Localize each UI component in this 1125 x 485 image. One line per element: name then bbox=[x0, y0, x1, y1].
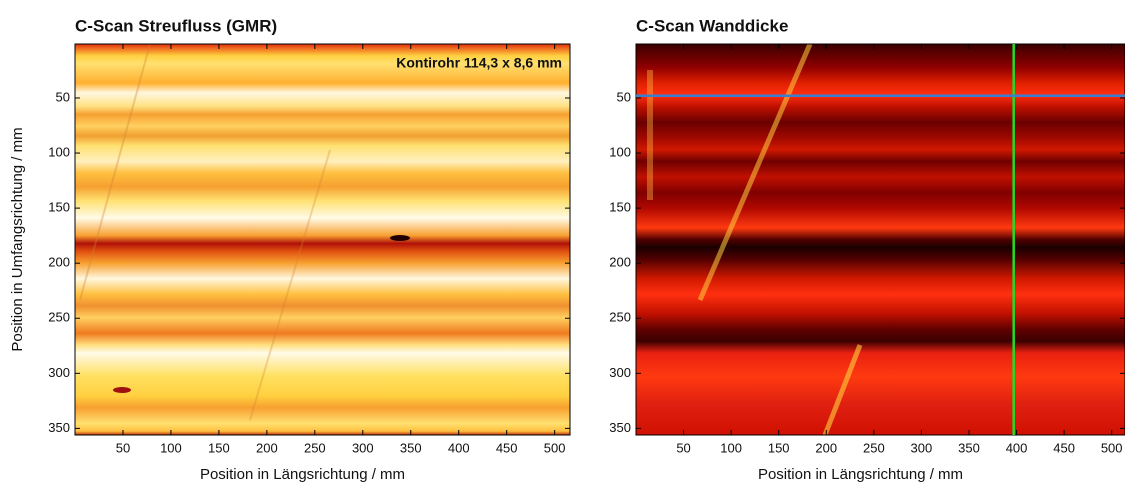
streak bbox=[822, 344, 863, 436]
y-tick-label: 250 bbox=[48, 310, 70, 325]
x-tick-label: 350 bbox=[400, 440, 422, 455]
chart-title: C-Scan Streufluss (GMR) bbox=[75, 16, 277, 35]
x-tick-label: 450 bbox=[496, 440, 518, 455]
x-tick-label: 450 bbox=[1053, 440, 1075, 455]
x-tick-label: 50 bbox=[116, 440, 130, 455]
x-tick-label: 400 bbox=[1006, 440, 1028, 455]
defect bbox=[390, 235, 410, 241]
y-tick-label: 50 bbox=[56, 89, 70, 104]
y-tick-label: 250 bbox=[609, 310, 631, 325]
heatmap-image bbox=[636, 44, 1125, 435]
y-tick-label: 350 bbox=[609, 420, 631, 435]
y-axis-label: Position in Umfangsrichtung / mm bbox=[9, 127, 26, 351]
x-tick-label: 300 bbox=[352, 440, 374, 455]
x-tick-label: 500 bbox=[1101, 440, 1123, 455]
chart-title: C-Scan Wanddicke bbox=[636, 16, 788, 35]
streak bbox=[249, 149, 331, 421]
plot-frame bbox=[635, 43, 1125, 436]
heatmap-image bbox=[75, 44, 570, 435]
y-tick-label: 50 bbox=[617, 89, 631, 104]
x-tick-label: 300 bbox=[911, 440, 933, 455]
x-tick-label: 350 bbox=[958, 440, 980, 455]
x-tick-label: 250 bbox=[863, 440, 885, 455]
y-tick-label: 100 bbox=[609, 144, 631, 159]
x-tick-label: 50 bbox=[676, 440, 690, 455]
x-tick-label: 250 bbox=[304, 440, 326, 455]
y-tick-label: 200 bbox=[48, 255, 70, 270]
annotation: Kontirohr 114,3 x 8,6 mm bbox=[396, 55, 562, 71]
defect bbox=[113, 387, 131, 393]
x-tick-label: 100 bbox=[720, 440, 742, 455]
x-axis-label: Position in Längsrichtung / mm bbox=[758, 466, 963, 483]
x-tick-label: 200 bbox=[815, 440, 837, 455]
plot-frame bbox=[74, 43, 571, 436]
y-tick-label: 300 bbox=[609, 365, 631, 380]
y-tick-label: 100 bbox=[48, 144, 70, 159]
x-tick-label: 150 bbox=[208, 440, 230, 455]
y-tick-label: 150 bbox=[609, 200, 631, 215]
x-tick-label: 150 bbox=[768, 440, 790, 455]
x-tick-label: 100 bbox=[160, 440, 182, 455]
x-tick-label: 200 bbox=[256, 440, 278, 455]
x-axis-label: Position in Längsrichtung / mm bbox=[200, 466, 405, 483]
x-tick-label: 500 bbox=[544, 440, 566, 455]
x-tick-label: 400 bbox=[448, 440, 470, 455]
y-tick-label: 150 bbox=[48, 200, 70, 215]
y-tick-label: 200 bbox=[609, 255, 631, 270]
streak bbox=[79, 43, 151, 301]
y-tick-label: 350 bbox=[48, 420, 70, 435]
streak bbox=[697, 43, 813, 301]
y-tick-label: 300 bbox=[48, 365, 70, 380]
